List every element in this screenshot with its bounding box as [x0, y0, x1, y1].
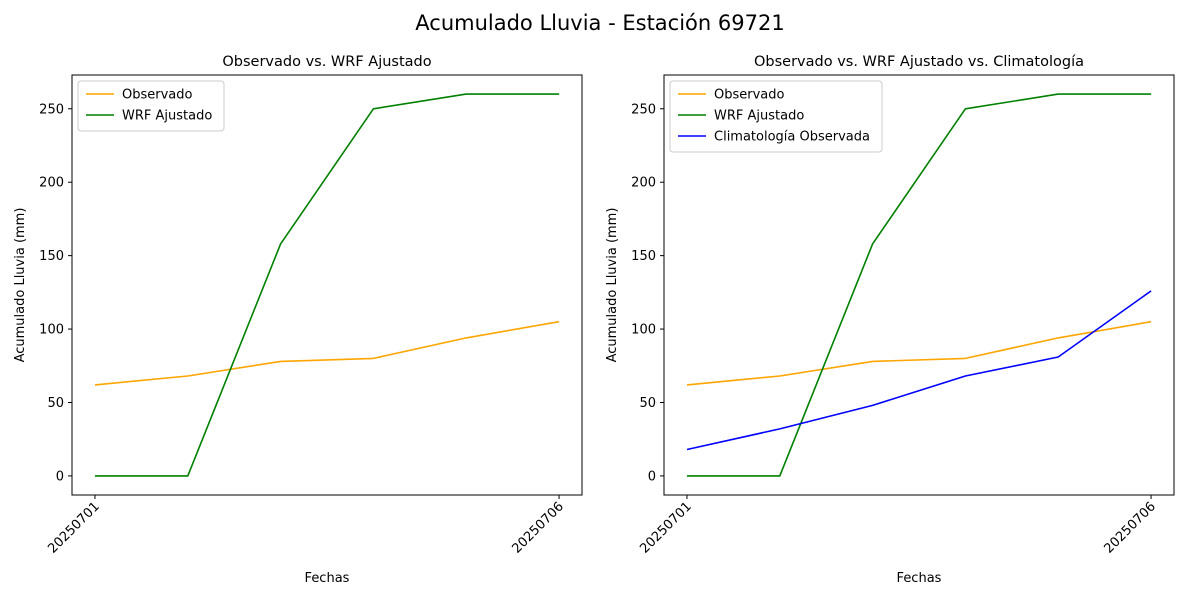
series-line-wrf-ajustado	[95, 93, 560, 477]
figure-suptitle: Acumulado Lluvia - Estación 69721	[415, 11, 784, 35]
legend-label: Climatología Observada	[714, 130, 870, 145]
y-tick-label: 200	[631, 176, 656, 191]
series-line-wrf-ajustado	[687, 93, 1152, 477]
subplot-title: Observado vs. WRF Ajustado vs. Climatolo…	[754, 54, 1084, 70]
x-axis-label: Fechas	[897, 571, 942, 586]
y-axis-label: Acumulado Lluvia (mm)	[13, 208, 28, 363]
y-tick-label: 200	[39, 176, 64, 191]
y-axis-label: Acumulado Lluvia (mm)	[605, 208, 620, 363]
series-line-observado	[686, 320, 1152, 386]
y-tick-label: 250	[631, 102, 656, 117]
subplot-title: Observado vs. WRF Ajustado	[222, 54, 431, 70]
legend-box	[77, 80, 225, 132]
y-tick-label: 150	[39, 249, 64, 264]
legend-label: WRF Ajustado	[122, 109, 212, 124]
y-tick-label: 0	[56, 469, 64, 484]
y-tick-label: 100	[631, 323, 656, 338]
y-tick-label: 0	[648, 469, 656, 484]
y-tick-label: 100	[39, 323, 64, 338]
y-tick-label: 50	[639, 396, 656, 411]
legend-box	[669, 80, 883, 153]
y-tick-label: 250	[39, 102, 64, 117]
axes-frame	[71, 74, 583, 496]
legend-label: Observado	[714, 88, 785, 103]
x-axis-label: Fechas	[305, 571, 350, 586]
legend-label: Observado	[122, 88, 193, 103]
series-line-observado	[94, 320, 560, 386]
axes-frame	[663, 74, 1175, 496]
y-tick-label: 150	[631, 249, 656, 264]
y-tick-label: 50	[47, 396, 64, 411]
legend-label: WRF Ajustado	[714, 109, 804, 124]
series-line-climatolog-a-observada	[686, 290, 1152, 451]
